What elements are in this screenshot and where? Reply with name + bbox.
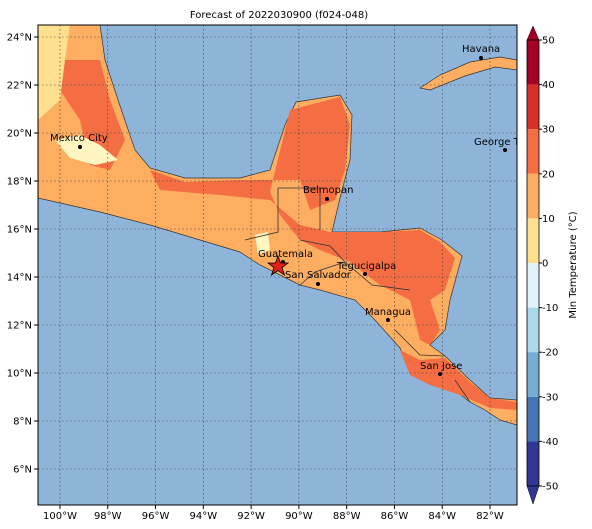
city-label: Belmopan — [303, 185, 353, 196]
city-dot — [325, 197, 329, 201]
x-tick-label: 96°W — [142, 511, 170, 522]
y-tick-label: 12°N — [7, 321, 32, 332]
colorbar-tick-label: 20 — [542, 169, 555, 180]
warm-region — [150, 97, 455, 345]
city-label: George Town — [474, 137, 539, 148]
star-marker — [266, 254, 290, 277]
city-label: San Salvador — [285, 270, 352, 281]
y-tick-label: 10°N — [7, 369, 32, 380]
y-tick-label: 24°N — [7, 33, 32, 44]
cool-region — [255, 232, 270, 255]
title: Forecast of 2022030900 (f024-048) — [190, 10, 368, 21]
y-tick-label: 22°N — [7, 81, 32, 92]
cool-region — [38, 25, 70, 120]
warm-region — [400, 350, 517, 410]
colorbar-tick-label: 10 — [542, 214, 555, 225]
city-label: San Jose — [420, 361, 462, 372]
colorbar-tick-label: 0 — [542, 259, 548, 270]
x-tick-label: 84°W — [428, 511, 456, 522]
city-label: Mexico City — [50, 133, 108, 144]
colorbar-band — [527, 40, 539, 85]
city-dot — [479, 56, 483, 60]
colorbar-band — [527, 441, 539, 486]
x-tick-label: 94°W — [190, 511, 218, 522]
city-dot — [316, 282, 320, 286]
x-tick-label: 86°W — [381, 511, 409, 522]
colorbar-band — [527, 218, 539, 263]
frame — [37, 24, 518, 506]
city-label: Havana — [462, 44, 500, 55]
x-tick-label: 100°W — [43, 511, 77, 522]
city-dot — [78, 145, 82, 149]
colorbar-band — [527, 129, 539, 174]
city-dot — [438, 372, 442, 376]
y-tick-label: 20°N — [7, 129, 32, 140]
x-tick-label: 82°W — [476, 511, 504, 522]
land — [38, 25, 517, 426]
colorbar-band — [527, 396, 539, 442]
colorbar-tick-label: -10 — [542, 303, 558, 314]
colorbar-label: Min Temperature (°C) — [568, 211, 579, 318]
colorbar-band — [527, 352, 539, 397]
city-dot — [363, 272, 367, 276]
cool-region — [55, 135, 118, 165]
map: Mexico City Havana George Town Belmopan Guat… — [38, 25, 539, 505]
y-tick-label: 6°N — [13, 465, 32, 476]
y-tick-label: 16°N — [7, 225, 32, 236]
colorbar-band — [527, 307, 539, 353]
city-label: Tegucigalpa — [336, 261, 396, 272]
city-dot — [386, 318, 390, 322]
y-tick-label: 8°N — [13, 417, 32, 428]
x-tick-label: 98°W — [94, 511, 122, 522]
y-tick-label: 14°N — [7, 273, 32, 284]
colorbar-tick-label: 30 — [542, 125, 555, 136]
colorbar-band — [527, 263, 539, 308]
colorbar-extend — [526, 25, 540, 41]
colorbar-band — [527, 173, 539, 219]
colorbar-tick-label: -20 — [542, 348, 558, 359]
colorbar-tick-label: -50 — [542, 482, 558, 493]
land-cuba — [419, 56, 517, 91]
colorbar-tick-label: 40 — [542, 80, 555, 91]
x-tick-label: 90°W — [285, 511, 313, 522]
colorbar-tick-label: -30 — [542, 392, 558, 403]
x-tick-label: 88°W — [333, 511, 361, 522]
colorbar-band — [527, 84, 539, 130]
city-label: Managua — [365, 307, 411, 318]
colorbar-extend — [526, 485, 540, 505]
border — [244, 187, 471, 403]
colorbar-tick-label: -40 — [542, 437, 558, 448]
city-dot — [503, 148, 507, 152]
x-tick-label: 92°W — [237, 511, 265, 522]
city-label: Guatemala — [258, 249, 313, 260]
colorbar-tick-label: 50 — [542, 36, 555, 47]
warm-region — [60, 60, 125, 170]
y-tick-label: 18°N — [7, 177, 32, 188]
